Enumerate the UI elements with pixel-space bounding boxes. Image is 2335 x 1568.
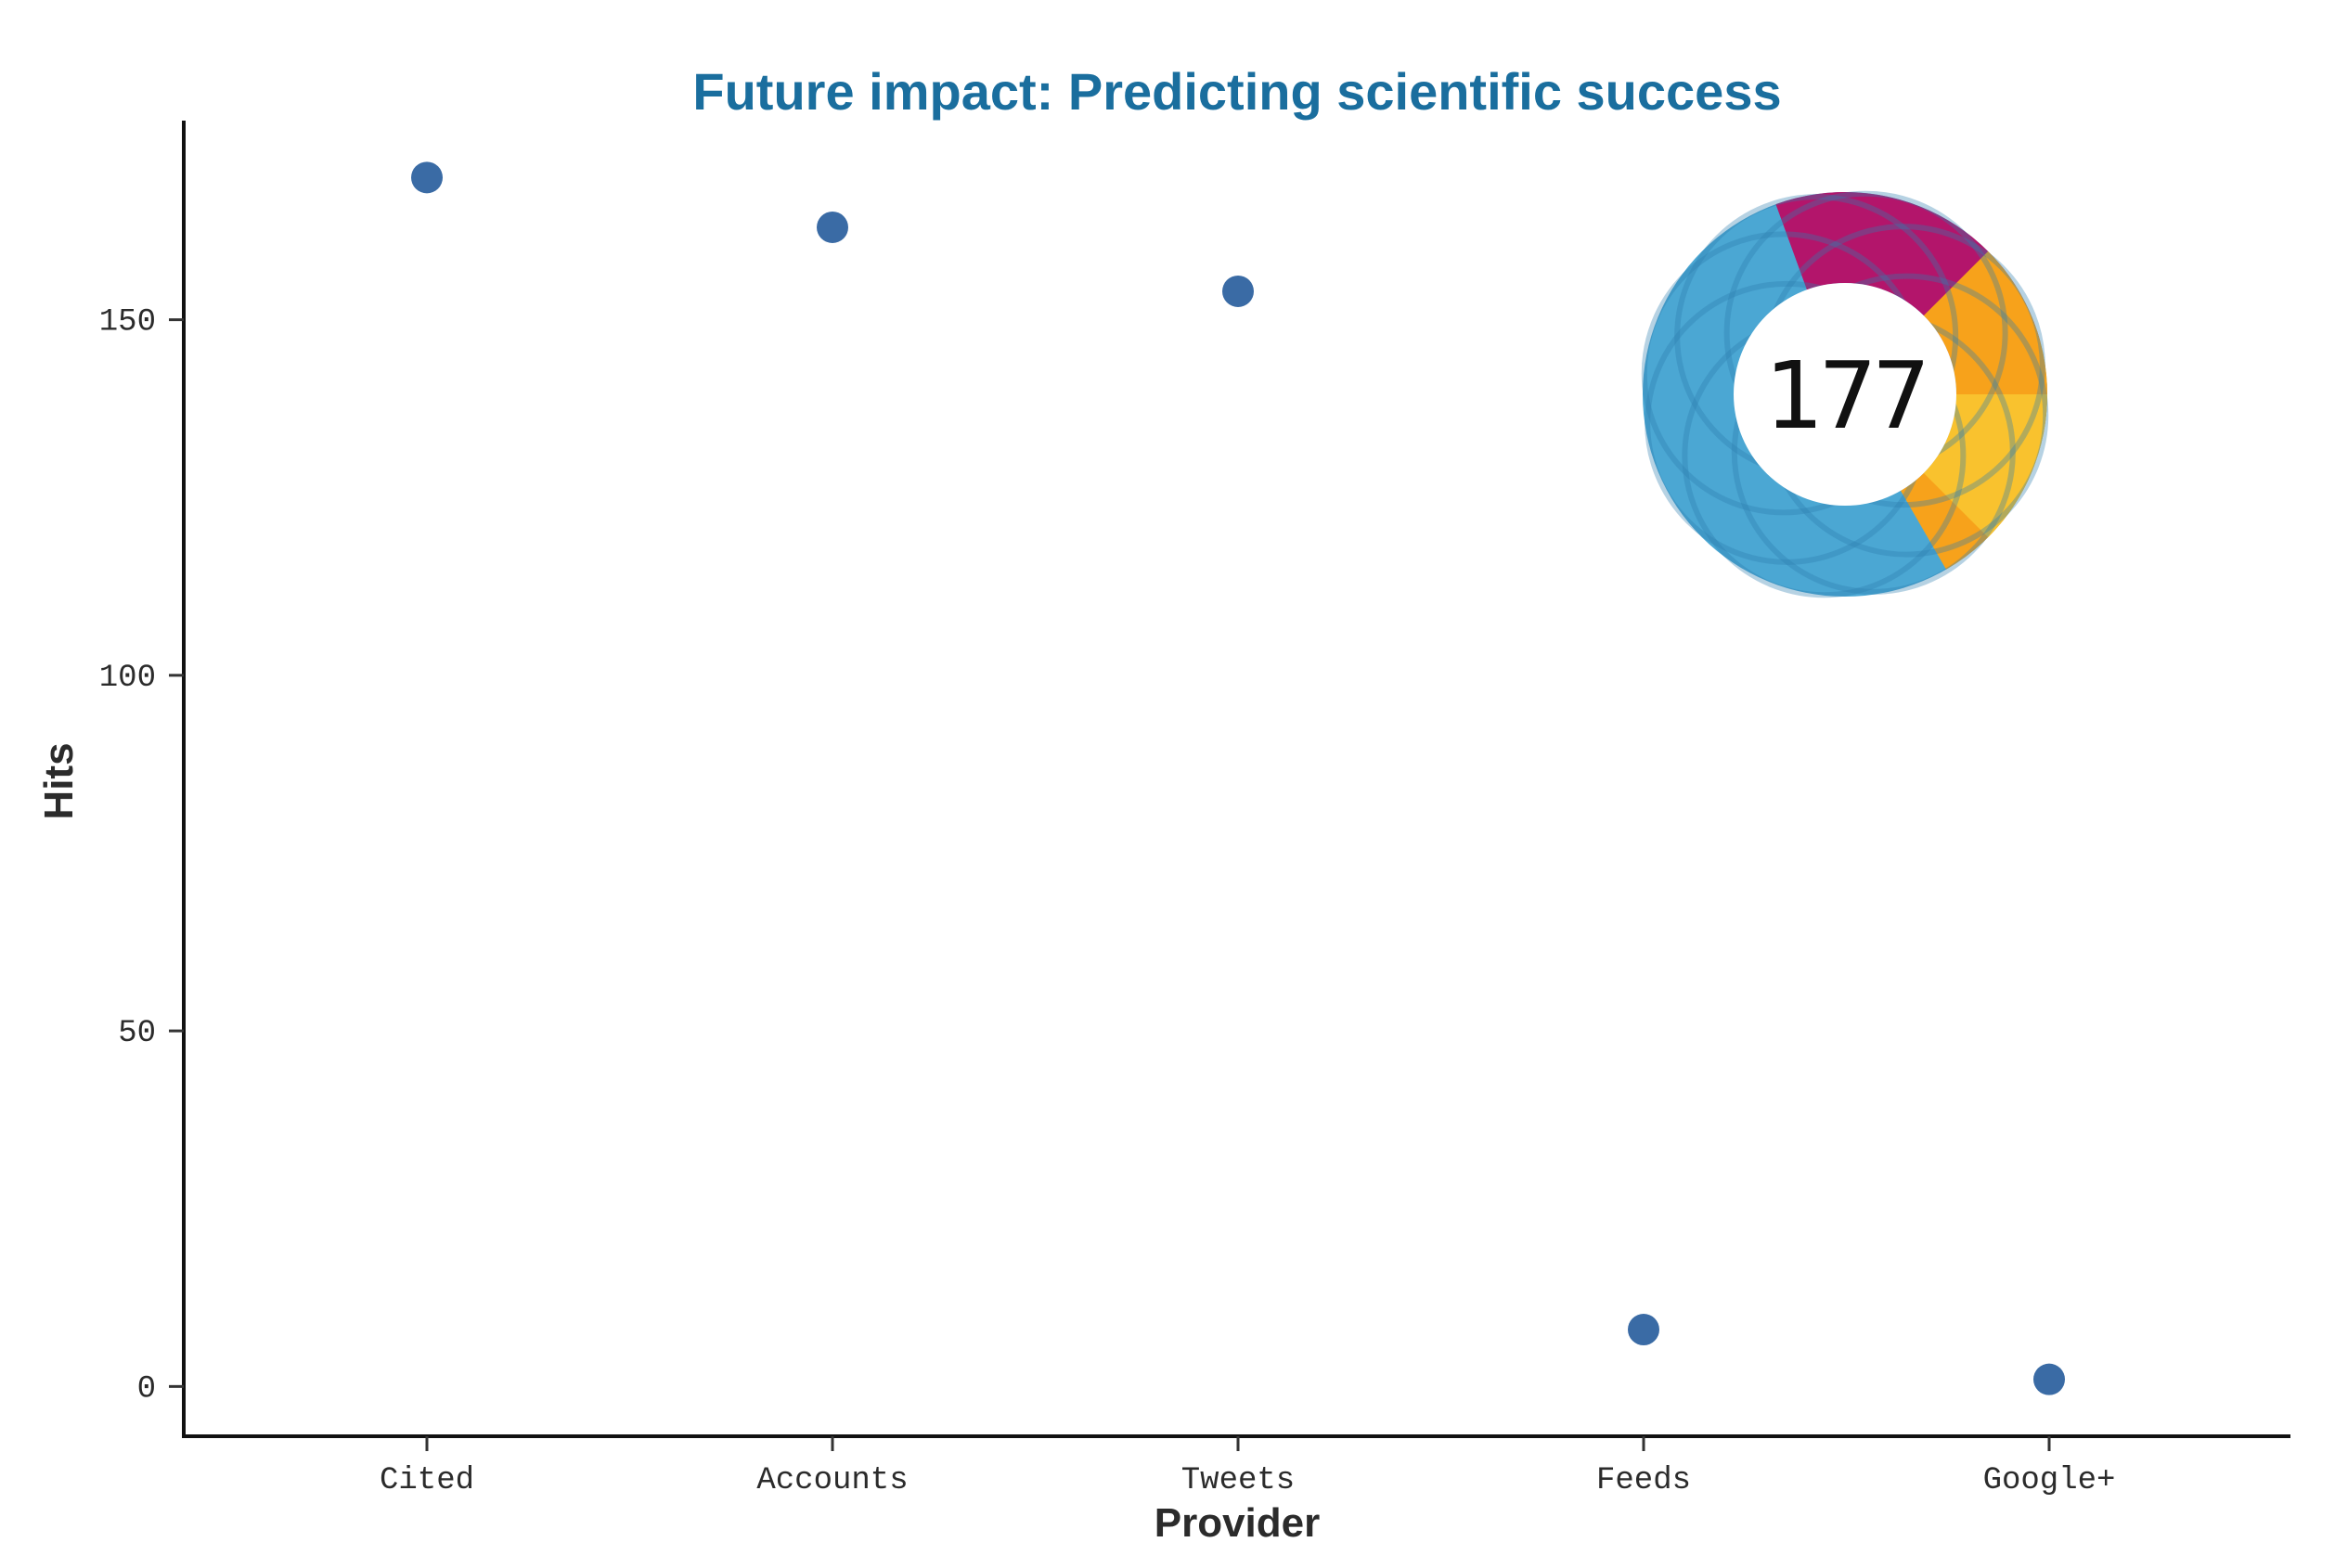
axes xyxy=(182,121,2290,1438)
x-tick-label: Tweets xyxy=(1181,1463,1295,1498)
badge-center xyxy=(1734,283,1956,506)
data-point xyxy=(1222,275,1254,307)
x-tick-label: Feeds xyxy=(1596,1463,1691,1498)
data-point xyxy=(817,211,848,243)
altmetric-donut-badge: 177 xyxy=(1641,190,2049,598)
data-points xyxy=(411,161,2065,1395)
y-axis-label: Hits xyxy=(36,742,82,819)
y-tick-label: 0 xyxy=(137,1371,156,1407)
data-point xyxy=(411,161,443,194)
data-point xyxy=(2033,1363,2065,1395)
x-tick-label: Google+ xyxy=(1983,1463,2116,1498)
y-tick-label: 100 xyxy=(99,661,156,696)
y-tick-label: 50 xyxy=(118,1016,156,1051)
y-ticks: 0 50 100 150 xyxy=(99,305,184,1407)
badge-segment xyxy=(1923,394,2047,538)
x-tick-label: Accounts xyxy=(756,1463,908,1498)
y-tick-label: 150 xyxy=(99,305,156,341)
chart-title: Future impact: Predicting scientific suc… xyxy=(692,62,1781,121)
x-ticks: Cited Accounts Tweets Feeds Google+ xyxy=(380,1436,2115,1498)
x-tick-label: Cited xyxy=(380,1463,474,1498)
x-axis-label: Provider xyxy=(1155,1500,1321,1546)
data-point xyxy=(1628,1314,1659,1346)
badge-score: 177 xyxy=(1765,341,1926,450)
